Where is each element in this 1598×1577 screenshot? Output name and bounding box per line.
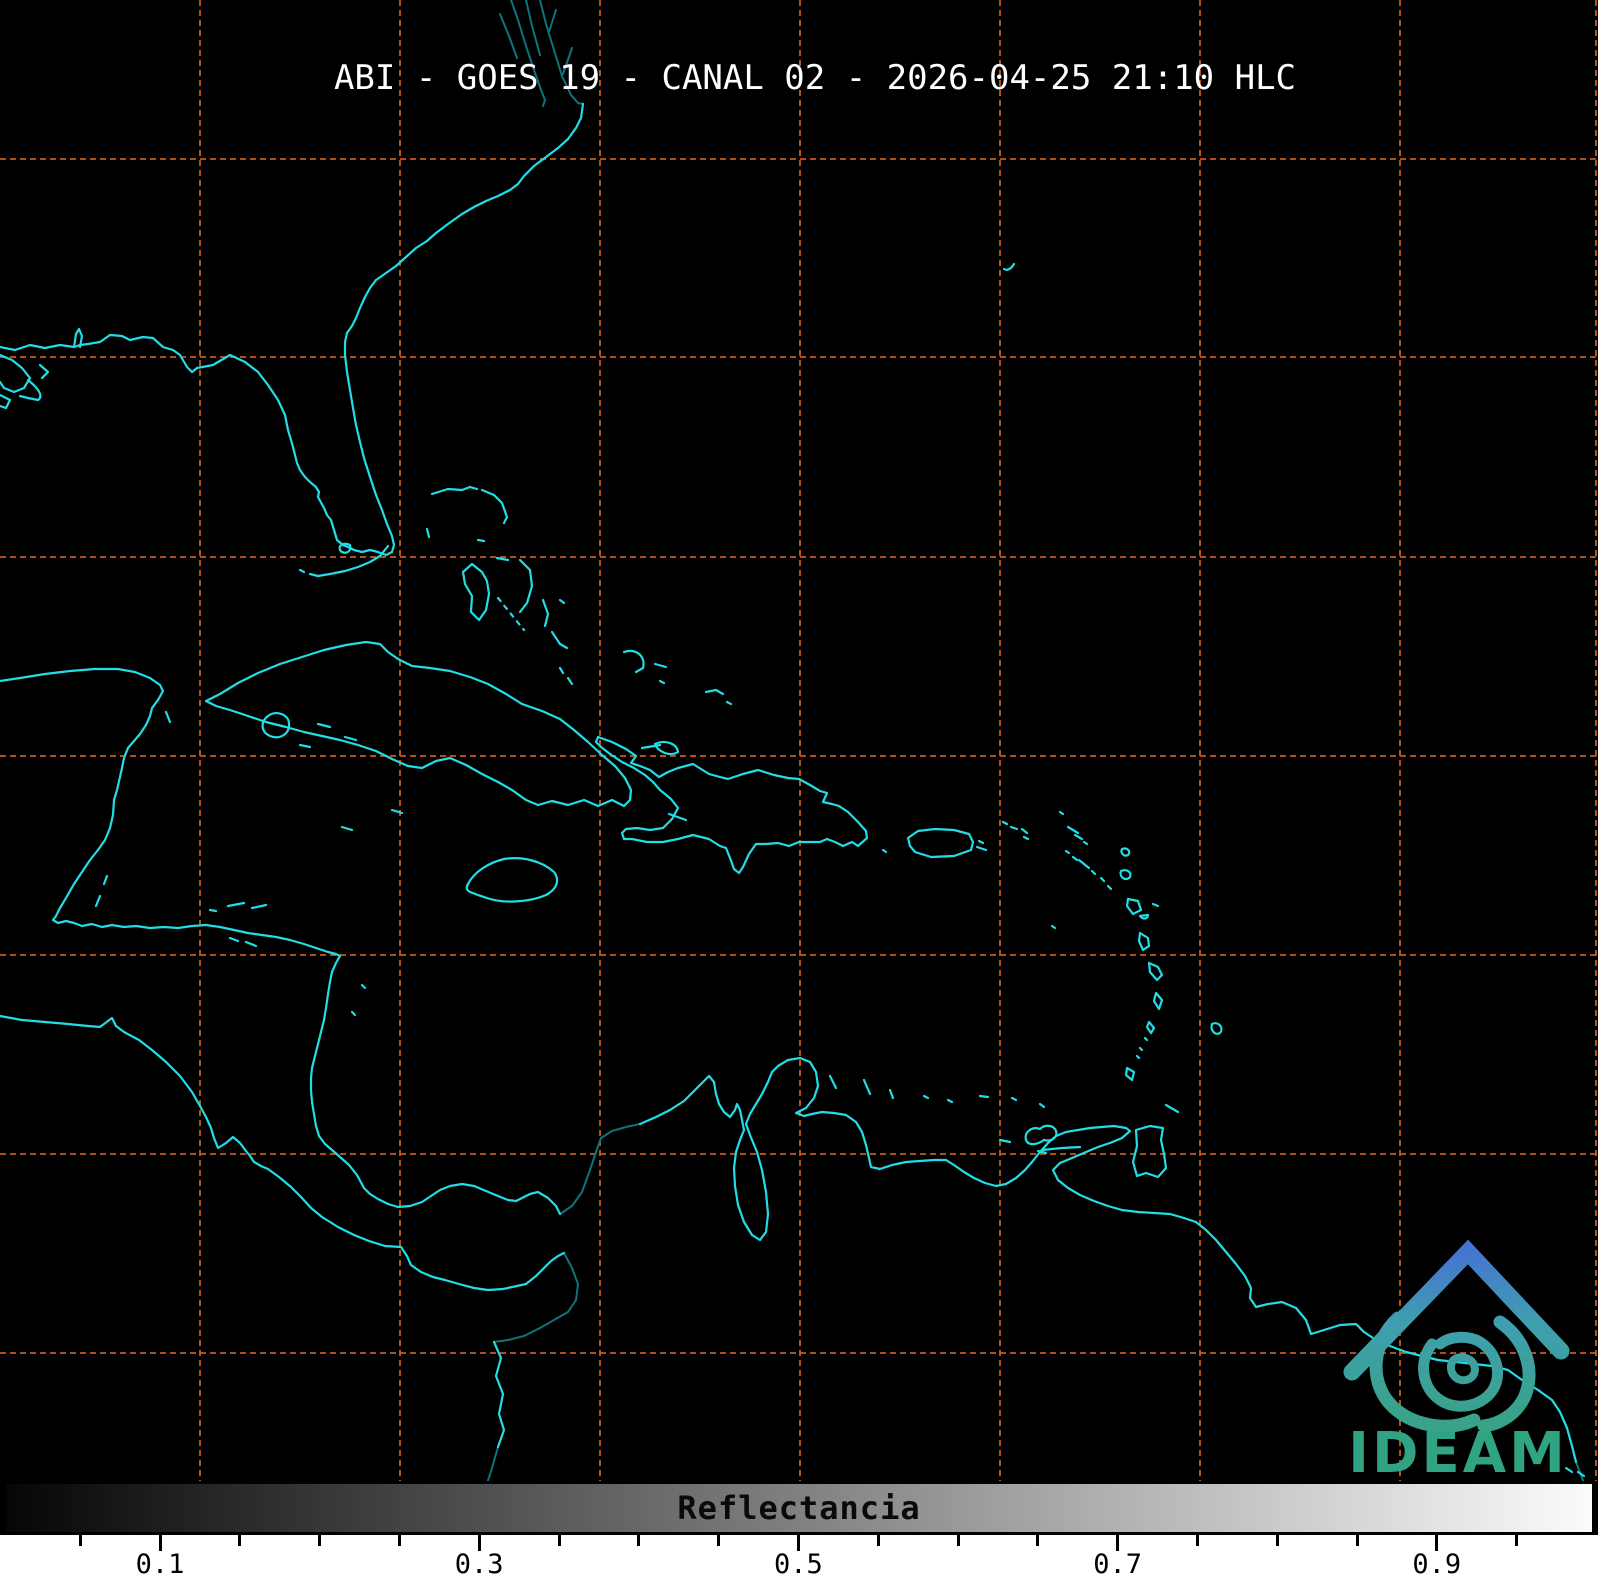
mona-island: [881, 848, 888, 854]
louisiana-marsh-2: [18, 378, 42, 402]
ideam-logo-text: IDEAM: [1348, 1421, 1568, 1486]
hispaniola: [594, 735, 869, 875]
central-america-pacific-coast: [0, 1014, 566, 1292]
mobile-bay-inlet: [72, 327, 84, 349]
puerto-rico: [906, 827, 975, 859]
colorbar-major-tick: [1116, 1535, 1120, 1551]
mosquito-lagoons: [228, 936, 258, 948]
guyana-coast-fragments: [1564, 1466, 1586, 1478]
colorbar-minor-tick: [956, 1535, 960, 1546]
florida-keys: [298, 544, 390, 578]
latlon-grid: [0, 0, 1598, 1481]
san-andres-providencia: [350, 983, 367, 1017]
colorbar-label: Reflectancia: [677, 1489, 921, 1527]
hurricane-spiral-icon: [1369, 1311, 1536, 1433]
louisiana-marsh-1: [0, 353, 32, 394]
colorbar-minor-tick: [397, 1535, 401, 1546]
colombia-caribbean-coast: [559, 1123, 641, 1215]
colorbar-minor-tick: [1036, 1535, 1040, 1546]
colorbar-tick-label: 0.5: [774, 1549, 823, 1577]
venezuelan-islands: [828, 1074, 1082, 1155]
jamaica: [465, 857, 559, 903]
colorbar-minor-tick: [1195, 1535, 1199, 1546]
trinidad: [1131, 1124, 1168, 1179]
colorbar-minor-tick: [637, 1535, 641, 1546]
colorbar-minor-tick: [1355, 1535, 1359, 1546]
colorbar-tick-label: 0.3: [454, 1549, 504, 1577]
colorbar-minor-tick: [557, 1535, 561, 1546]
colorbar-minor-tick: [876, 1535, 880, 1546]
yucatan-central-america-coast: [0, 667, 562, 1216]
colorbar-tick-label: 0.9: [1412, 1549, 1462, 1577]
colorbar-minor-tick: [318, 1535, 322, 1546]
colorbar-minor-tick: [238, 1535, 242, 1546]
colorbar-major-tick: [158, 1535, 162, 1551]
chesapeake-estuary-3: [548, 9, 573, 75]
isla-juventud: [261, 712, 291, 739]
cozumel: [164, 710, 172, 724]
florida-bay-islet: [338, 542, 352, 554]
chesapeake-estuary-1: [525, 0, 541, 56]
coastline-group: [0, 102, 1586, 1532]
louisiana-marsh-3: [0, 363, 50, 410]
virgin-islands: [1001, 820, 1030, 841]
us-east-gulf-coast: [0, 102, 585, 557]
bay-islands: [208, 901, 268, 913]
chesapeake-estuary-2: [499, 13, 518, 59]
cayman-islands: [340, 808, 404, 832]
ile-gonave: [667, 812, 688, 822]
colorbar-minor-tick: [1275, 1535, 1279, 1546]
colorbar-minor-tick: [1515, 1535, 1519, 1546]
colorbar-tick-label: 0.7: [1093, 1549, 1142, 1577]
bahamas-islands: [425, 485, 733, 756]
delmarva-coast: [539, 0, 584, 105]
image-title: ABI - GOES 19 - CANAL 02 - 2026-04-25 21…: [333, 58, 1297, 98]
belize-cays: [94, 874, 109, 908]
ile-tortue: [640, 743, 662, 750]
colorbar-minor-tick: [78, 1535, 82, 1546]
cuba-cays: [298, 722, 358, 749]
colorbar-major-tick: [1435, 1535, 1439, 1551]
vieques-culebra: [975, 839, 988, 852]
coastline-dim-group: [461, 0, 1593, 1577]
cuba: [204, 640, 633, 808]
lesser-antilles: [1050, 810, 1223, 1114]
colorbar-axis: 0.1 0.3 0.5 0.7 0.9: [0, 1535, 1598, 1577]
south-america-north-coast: [638, 1056, 1578, 1464]
reflectance-colorbar: Reflectancia: [3, 1481, 1595, 1535]
bermuda: [1002, 262, 1016, 271]
chesapeake-bay-coast: [510, 0, 546, 107]
colorbar-major-tick: [477, 1535, 481, 1551]
colombia-pacific-bright: [492, 1340, 506, 1449]
colorbar-major-tick: [796, 1535, 800, 1551]
colorbar-minor-tick: [717, 1535, 721, 1546]
colorbar-tick-label: 0.1: [135, 1549, 185, 1577]
darien-pacific-coast: [493, 1252, 579, 1343]
ideam-logo: IDEAM: [1343, 1239, 1570, 1486]
